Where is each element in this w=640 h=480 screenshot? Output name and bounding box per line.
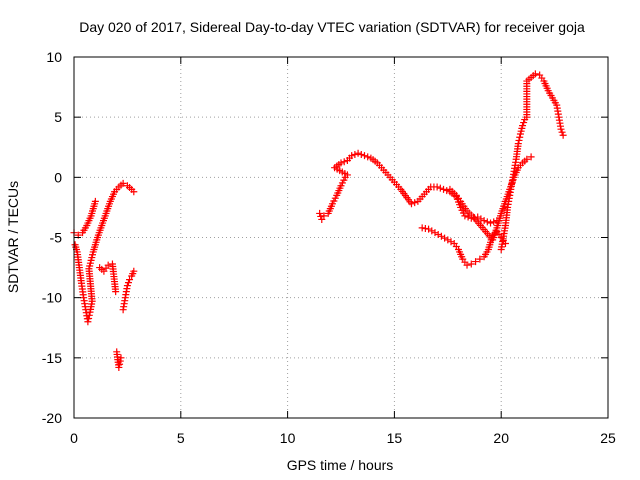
data-point [357, 150, 365, 158]
data-point [425, 225, 433, 233]
data-point [116, 360, 124, 368]
data-point [421, 224, 429, 232]
data-point [124, 279, 132, 287]
data-points [70, 70, 567, 371]
axis-ticks: 0 5 10 15 20 25 -20 -15 -10 -5 0 5 10 [42, 49, 616, 446]
data-point [91, 197, 99, 205]
x-tick-label: 10 [280, 430, 296, 446]
data-point [84, 318, 92, 326]
x-tick-label: 20 [493, 430, 509, 446]
data-point [461, 212, 469, 220]
data-point [463, 261, 471, 269]
data-point [360, 152, 368, 160]
data-point [411, 199, 419, 207]
data-point [351, 150, 359, 158]
y-tick-label: 0 [54, 169, 62, 185]
data-point [407, 200, 415, 208]
x-tick-label: 0 [70, 430, 78, 446]
data-point [476, 255, 484, 263]
data-point [123, 282, 131, 290]
data-point [515, 136, 523, 144]
data-point [119, 179, 127, 187]
data-point [557, 125, 565, 133]
data-point [130, 267, 138, 275]
grid-lines [74, 57, 608, 418]
data-point [431, 229, 439, 237]
x-tick-label: 5 [177, 430, 185, 446]
data-point [116, 357, 124, 365]
y-tick-label: -5 [50, 230, 63, 246]
data-point [428, 227, 436, 235]
data-point [320, 212, 328, 220]
data-point [514, 140, 522, 148]
data-point [340, 158, 348, 166]
data-point [317, 212, 325, 220]
data-point [434, 230, 442, 238]
data-point [130, 188, 138, 196]
data-point [472, 258, 480, 266]
data-point [447, 238, 455, 246]
y-tick-label: -15 [42, 350, 62, 366]
y-tick-label: -10 [42, 290, 62, 306]
data-point [418, 224, 426, 232]
data-point [112, 288, 120, 296]
data-point [520, 119, 528, 127]
data-point [516, 133, 524, 141]
data-point [104, 261, 112, 269]
data-point [519, 122, 527, 130]
data-point [531, 70, 539, 78]
data-point [443, 187, 451, 195]
data-point [316, 209, 324, 217]
y-tick-label: -20 [42, 410, 62, 426]
data-point [490, 218, 498, 226]
data-point [559, 131, 567, 139]
data-point [437, 232, 445, 240]
data-point [354, 149, 362, 157]
y-axis-label: SDTVAR / TECUs [5, 181, 21, 293]
chart-title: Day 020 of 2017, Sidereal Day-to-day VTE… [79, 19, 585, 35]
data-point [115, 363, 123, 371]
data-point [523, 155, 531, 163]
data-point [480, 217, 488, 225]
data-point [85, 311, 93, 319]
data-point [433, 183, 441, 191]
y-tick-label: 5 [54, 109, 62, 125]
data-point [441, 234, 449, 242]
data-point [487, 219, 495, 227]
x-tick-label: 25 [600, 430, 616, 446]
x-tick-label: 15 [387, 430, 403, 446]
data-point [126, 276, 134, 284]
data-point [364, 153, 372, 161]
data-point [558, 128, 566, 136]
data-point [318, 215, 326, 223]
y-tick-label: 10 [46, 49, 62, 65]
x-axis-label: GPS time / hours [287, 457, 394, 473]
data-point [436, 184, 444, 192]
data-point [348, 152, 356, 160]
data-point [467, 260, 475, 268]
data-point [483, 218, 491, 226]
data-point [85, 315, 93, 323]
data-point [440, 185, 448, 193]
data-point [117, 354, 125, 362]
data-point [527, 153, 535, 161]
data-point [337, 159, 345, 167]
